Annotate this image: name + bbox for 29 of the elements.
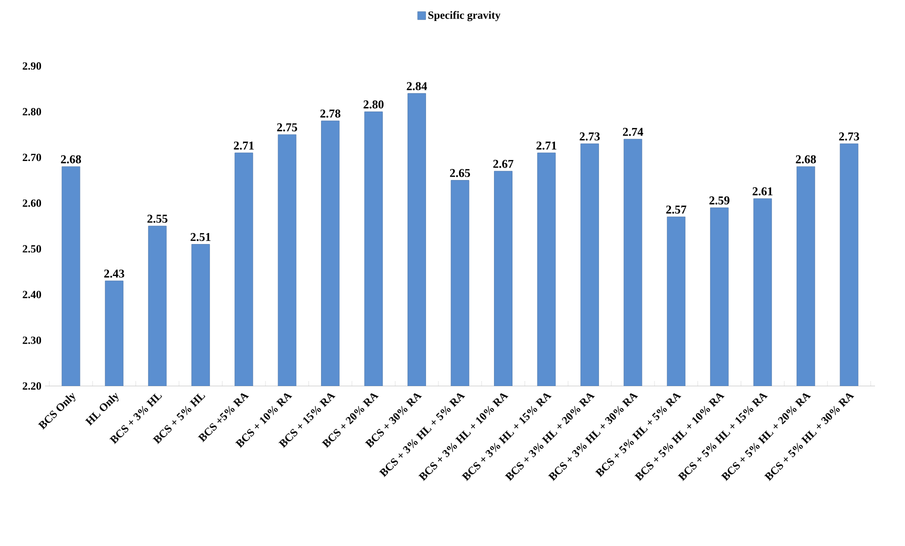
data-label: 2.61 [752,187,772,196]
y-tick-label: 2.80 [22,108,42,116]
data-label: 2.75 [277,123,298,132]
data-label: 2.51 [190,232,210,242]
y-tick-label: 2.70 [22,154,42,162]
data-label: 2.71 [234,142,254,150]
data-label: 2.84 [406,82,428,90]
x-tick-label: HL Only [85,392,119,426]
y-tick-label: 2.90 [22,62,42,70]
data-label: 2.67 [493,160,514,168]
data-label: 2.59 [709,196,730,205]
data-label: 2.74 [622,128,644,136]
data-label: 2.55 [147,214,168,223]
y-tick-label: 2.20 [22,382,42,390]
data-label: 2.71 [536,142,556,150]
data-label: 2.78 [320,110,340,118]
legend-label: Specific gravity [428,11,500,22]
y-tick-label: 2.40 [22,290,42,298]
data-label: 2.73 [580,132,600,141]
data-label: 2.57 [666,206,686,214]
data-label: 2.80 [364,100,384,109]
data-label: 2.43 [104,270,124,278]
data-label: 2.73 [839,132,860,141]
y-tick-label: 2.50 [22,245,42,253]
data-label: 2.68 [60,155,81,164]
data-label: 2.68 [796,155,816,164]
y-tick-label: 2.60 [22,199,42,207]
data-label: 2.65 [450,169,470,178]
y-tick-label: 2.30 [22,336,42,344]
